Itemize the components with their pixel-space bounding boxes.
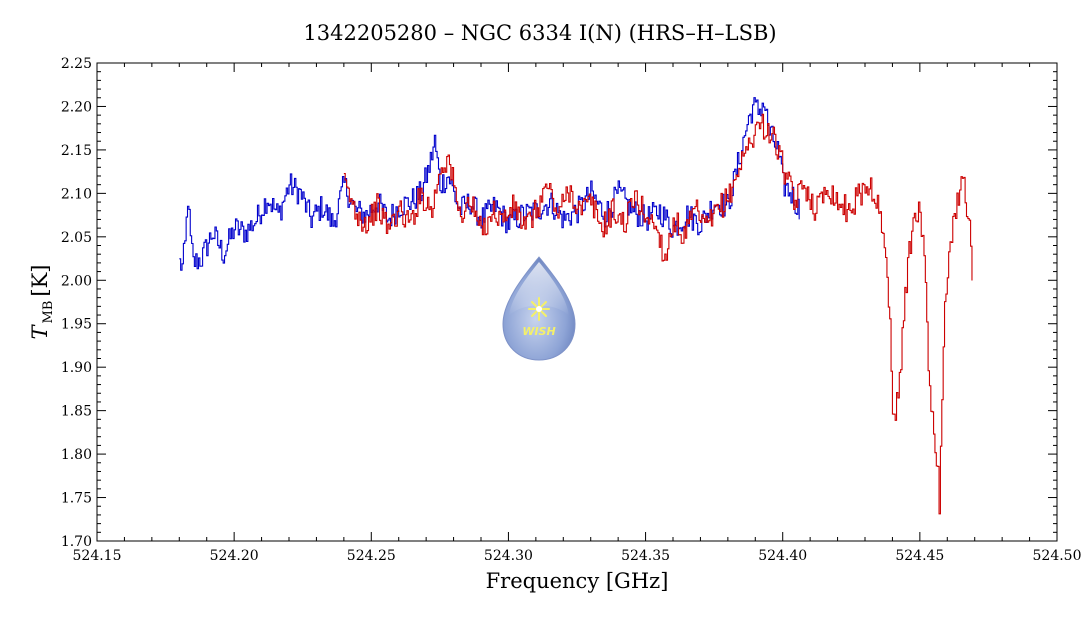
y-tick-label: 2.10: [61, 186, 92, 202]
y-axis-title-main: T: [28, 323, 52, 339]
y-tick-labels: 1.70 1.75 1.80 1.85 1.90 1.95 2.00 2.05 2.10 2.15…: [61, 56, 92, 550]
x-tick-label: 524.20: [210, 548, 259, 564]
x-axis-title: Frequency [GHz]: [486, 569, 669, 593]
x-tick-label: 524.25: [347, 548, 396, 564]
x-tick-label: 524.40: [758, 548, 807, 564]
y-tick-label: 2.25: [61, 56, 92, 72]
chart-title: 1342205280 – NGC 6334 I(N) (HRS–H–LSB): [303, 21, 776, 45]
y-axis-title: TMB [K]: [28, 265, 56, 340]
y-tick-label: 1.95: [61, 317, 92, 333]
plot-frame: [96, 62, 1058, 542]
axis-ticks: [96, 62, 1058, 542]
y-tick-label: 1.85: [61, 404, 92, 420]
series-line-red: [343, 113, 973, 515]
series-group: [179, 97, 973, 515]
x-tick-label: 524.15: [73, 548, 122, 564]
y-tick-label: 2.15: [61, 143, 92, 159]
x-tick-label: 524.50: [1033, 548, 1081, 564]
wish-logo-text: WISH: [522, 325, 555, 338]
y-tick-label: 1.75: [61, 491, 92, 507]
y-tick-label: 2.00: [61, 273, 92, 289]
y-tick-label: 1.70: [61, 534, 92, 550]
svg-text:TMB[K]: TMB [K]: [28, 265, 56, 340]
y-axis-title-sub: MB: [41, 301, 56, 324]
y-tick-label: 2.20: [61, 99, 92, 115]
y-tick-label: 1.90: [61, 360, 92, 376]
x-tick-label: 524.30: [484, 548, 533, 564]
y-axis-title-unit: [K]: [28, 265, 52, 297]
x-tick-label: 524.45: [895, 548, 944, 564]
series-line-blue: [179, 97, 800, 271]
y-tick-label: 1.80: [61, 447, 92, 463]
x-tick-label: 524.35: [621, 548, 670, 564]
y-tick-label: 2.05: [61, 230, 92, 246]
wish-logo: WISH: [502, 256, 576, 361]
x-tick-labels: 524.15 524.20 524.25 524.30 524.35 524.40 524.…: [73, 548, 1081, 564]
